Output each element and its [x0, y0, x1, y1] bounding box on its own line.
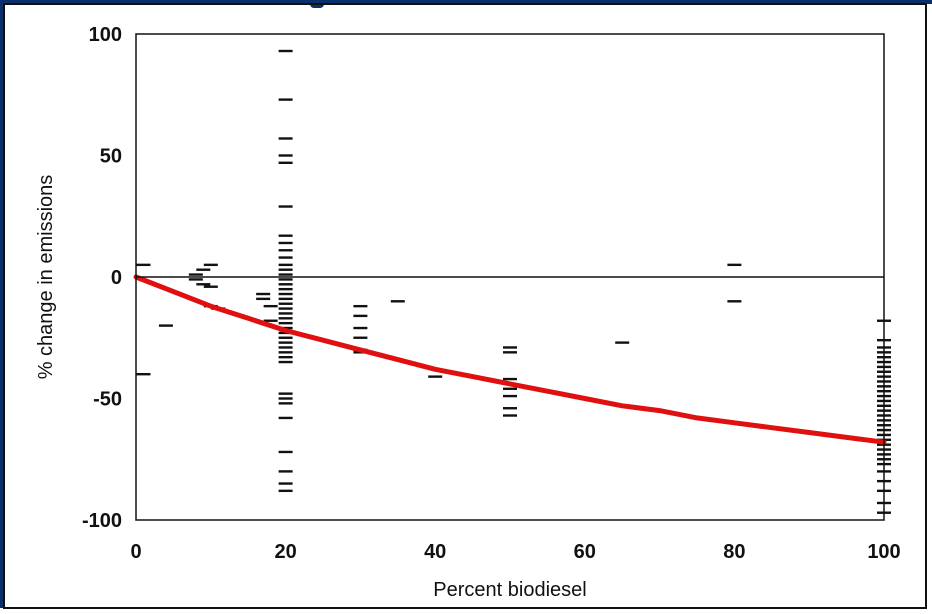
- x-axis-ticks: 0 20 40 60 80 100: [130, 541, 900, 563]
- y-tick-label: 50: [100, 146, 122, 168]
- x-tick-label: 80: [723, 541, 745, 563]
- data-points: [136, 49, 891, 514]
- x-tick-label: 0: [130, 541, 141, 563]
- y-tick-label: 100: [89, 24, 122, 46]
- y-axis-ticks: 100 50 0 -50 -100: [82, 24, 122, 532]
- left-border-strip: [0, 4, 3, 608]
- y-axis-label: % change in emissions: [35, 175, 57, 380]
- y-tick-label: -50: [93, 389, 122, 411]
- y-tick-label: -100: [82, 510, 122, 532]
- trend-line-group: [133, 274, 887, 445]
- x-tick-label: 20: [274, 541, 296, 563]
- y-tick-label: 0: [111, 267, 122, 289]
- trend-line: [133, 274, 887, 445]
- x-axis-label: Percent biodiesel: [433, 579, 586, 601]
- x-tick-label: 100: [867, 541, 900, 563]
- x-tick-label: 40: [424, 541, 446, 563]
- top-border-bar: [0, 0, 932, 4]
- image-frame: [3, 3, 927, 609]
- x-tick-label: 60: [574, 541, 596, 563]
